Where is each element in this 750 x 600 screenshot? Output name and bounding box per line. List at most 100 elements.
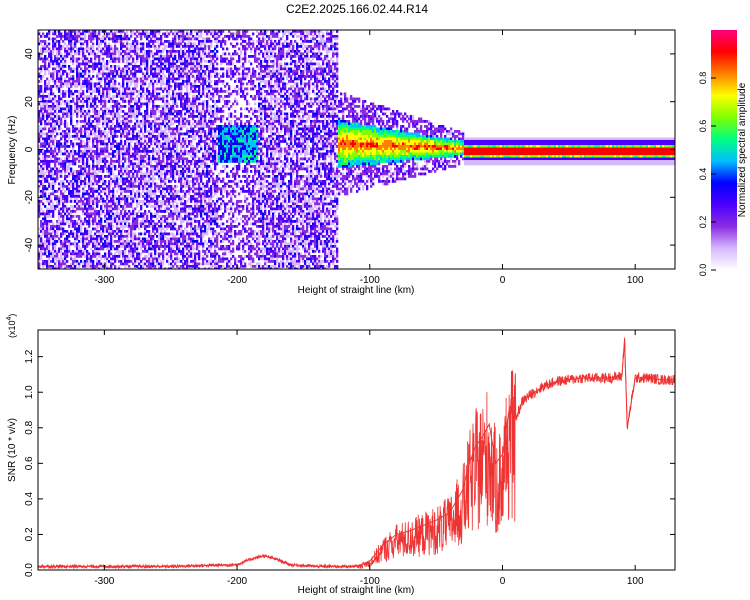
heatmap-cell [72,160,75,163]
heatmap-cell [100,225,103,228]
heatmap-cell [88,265,91,268]
heatmap-cell [82,157,85,161]
heatmap-cell [82,145,85,148]
heatmap-cell [72,190,75,193]
heatmap-cell [136,57,139,61]
heatmap-cell [136,35,139,38]
heatmap-cell [52,30,55,33]
heatmap-cell [50,242,53,246]
heatmap-cell [160,262,163,266]
heatmap-cell [158,97,161,101]
heatmap-cell [150,72,153,76]
heatmap-cell [132,187,135,191]
heatmap-cell [78,105,81,108]
heatmap-cell [84,77,87,81]
heatmap-cell [40,145,43,148]
heatmap-cell [176,195,179,198]
heatmap-cell [138,107,141,111]
heatmap-cell [74,220,77,223]
heatmap-cell [182,120,185,123]
heatmap-cell [96,37,99,41]
heatmap-cell [90,95,93,98]
heatmap-cell [60,197,63,201]
heatmap-cell [184,117,187,121]
heatmap-cell [56,172,59,176]
heatmap-cell [106,47,109,51]
heatmap-cell [88,32,91,36]
heatmap-cell [74,135,77,138]
heatmap-cell [98,155,101,158]
heatmap-cell [150,137,153,141]
heatmap-cell [126,235,129,238]
heatmap-cell [106,87,109,91]
heatmap-cell [176,67,179,71]
heatmap-cell [136,82,139,86]
heatmap-cell [184,167,187,171]
heatmap-cell [116,232,119,236]
heatmap-cell [74,57,77,61]
heatmap-cell [154,105,157,108]
heatmap-cell [162,82,165,86]
heatmap-cell [58,247,61,251]
heatmap-cell [94,155,97,158]
heatmap-cell [140,67,143,71]
heatmap-cell [158,175,161,178]
heatmap-cell [82,190,85,193]
heatmap-cell [136,200,139,203]
heatmap-cell [142,195,145,198]
heatmap-cell [110,32,113,36]
heatmap-cell [130,162,133,166]
heatmap-cell [114,235,117,238]
heatmap-cell [140,157,143,161]
heatmap-cell [174,52,177,56]
heatmap-cell [170,262,173,266]
heatmap-cell [128,67,131,71]
heatmap-cell [124,250,127,253]
heatmap-cell [62,260,65,263]
heatmap-cell [50,62,53,66]
heatmap-cell [38,152,41,156]
heatmap-cell [94,57,97,61]
heatmap-cell [98,152,101,156]
heatmap-cell [174,92,177,96]
heatmap-cell [144,97,147,101]
heatmap-cell [80,250,83,253]
heatmap-cell [94,102,97,106]
heatmap-cell [122,147,125,151]
heatmap-cell [168,75,171,78]
heatmap-cell [38,150,41,153]
heatmap-cell [150,195,153,198]
heatmap-cell [154,30,157,33]
heatmap-cell [94,127,97,131]
heatmap-cell [56,195,59,198]
heatmap-cell [168,62,171,66]
heatmap-cell [98,122,101,126]
heatmap-cell [116,197,119,201]
heatmap-cell [68,115,71,118]
heatmap-cell [110,127,113,131]
heatmap-cell [124,50,127,53]
heatmap-cell [66,140,69,143]
heatmap-cell [60,212,63,216]
heatmap-cell [180,215,183,218]
heatmap-cell [158,237,161,241]
heatmap-cell [44,127,47,131]
heatmap-cell [108,165,111,168]
heatmap-cell [146,115,149,118]
heatmap-cell [90,232,93,236]
heatmap-cell [120,52,123,56]
heatmap-cell [176,110,179,113]
heatmap-cell [80,202,83,206]
heatmap-cell [104,187,107,191]
heatmap-cell [80,152,83,156]
heatmap-cell [80,107,83,111]
heatmap-cell [132,175,135,178]
heatmap-cell [52,172,55,176]
heatmap-cell [54,130,57,133]
heatmap-cell [148,155,151,158]
heatmap-cell [174,195,177,198]
heatmap-cell [48,200,51,203]
heatmap-cell [152,227,155,231]
heatmap-cell [56,65,59,68]
heatmap-cell [94,200,97,203]
